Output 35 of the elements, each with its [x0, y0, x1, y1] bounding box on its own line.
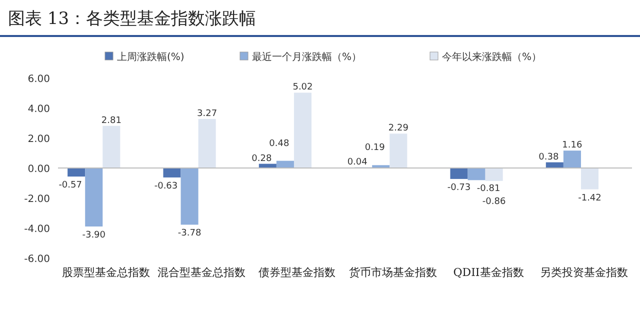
- data-label: -0.81: [476, 184, 500, 194]
- x-tick-label: 另类投资基金指数: [540, 266, 628, 279]
- data-label: -0.63: [154, 181, 178, 192]
- data-label: 0.38: [538, 152, 559, 162]
- data-label: 1.16: [562, 140, 582, 151]
- data-label: 0.48: [269, 138, 290, 149]
- data-label: -0.86: [482, 196, 506, 207]
- data-label: 2.29: [388, 124, 409, 134]
- data-label: -1.42: [578, 193, 602, 204]
- y-tick-label: -6.00: [24, 254, 50, 265]
- legend-label: 上周涨跌幅(%): [117, 51, 184, 63]
- x-tick-label: 混合型基金总指数: [158, 266, 246, 279]
- data-label: 3.27: [197, 108, 218, 119]
- y-tick-label: 4.00: [28, 104, 50, 115]
- y-tick-label: 6.00: [28, 74, 50, 85]
- y-tick-label: -2.00: [24, 194, 50, 205]
- data-label: -0.57: [58, 180, 82, 191]
- x-tick-label: 债券型基金指数: [258, 266, 336, 279]
- data-label: 0.28: [252, 154, 272, 164]
- data-label: -3.90: [82, 230, 106, 240]
- data-label: -0.73: [447, 182, 471, 193]
- y-tick-label: 2.00: [28, 134, 50, 145]
- legend-label: 最近一个月涨跌幅（%）: [252, 51, 362, 63]
- data-label: 2.81: [101, 116, 122, 126]
- x-tick-label: 货币市场基金指数: [348, 266, 437, 279]
- y-tick-label: -4.00: [24, 224, 50, 235]
- y-tick-label: 0.00: [28, 164, 50, 175]
- data-label: 0.19: [364, 143, 386, 154]
- x-tick-label: QDII基金指数: [453, 266, 524, 279]
- x-tick-label: 股票型基金总指数: [62, 266, 150, 279]
- chart-title: 图表 13：各类型基金指数涨跌幅: [8, 9, 256, 29]
- data-label: -3.78: [178, 228, 202, 239]
- data-label: 0.04: [347, 157, 368, 168]
- data-label: 5.02: [292, 82, 313, 93]
- legend-label: 今年以来涨跌幅（%）: [442, 51, 542, 63]
